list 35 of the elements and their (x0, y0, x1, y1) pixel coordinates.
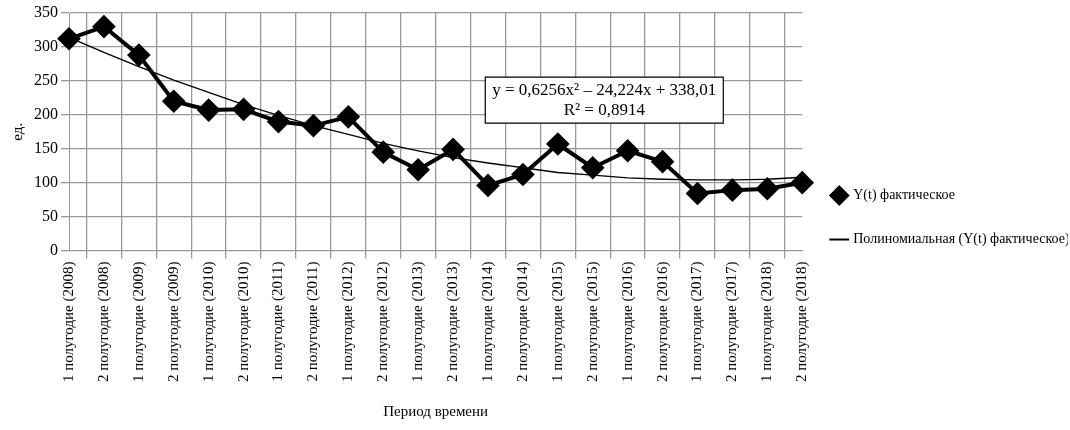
y-tick-label: 200 (34, 105, 58, 122)
y-tick-label: 0 (50, 240, 58, 258)
legend-label: Y(t) фактическое (853, 187, 955, 204)
y-axis-title: ед. (8, 122, 25, 141)
annotation: R² = 0,8914 (563, 99, 646, 119)
y-tick-label: 250 (34, 71, 58, 89)
x-tick-label: 2 полугодие (2011) (304, 261, 322, 382)
x-tick-label: 1 полугодие (2012) (339, 261, 357, 382)
x-axis-title: Период времени (383, 402, 489, 419)
x-tick-label: 2 полугодие (2017) (723, 261, 741, 382)
y-tick-label: 50 (42, 206, 58, 224)
x-tick-label: 2 полугодие (2008) (94, 261, 112, 382)
x-tick-label: 1 полугодие (2011) (269, 261, 287, 382)
x-tick-label: 1 полугодие (2013) (409, 261, 427, 382)
x-tick-label: 1 полугодие (2018) (758, 261, 776, 382)
x-tick-label: 2 полугодие (2018) (793, 261, 811, 382)
x-tick-label: 2 полугодие (2009) (164, 261, 182, 382)
x-tick-label: 1 полугодие (2017) (688, 261, 706, 382)
y-tick-label: 150 (34, 138, 58, 156)
x-tick-label: 1 полугодие (2014) (478, 261, 496, 382)
y-tick-label: 300 (34, 37, 58, 55)
x-tick-label: 2 полугодие (2015) (583, 261, 601, 382)
x-tick-label: 1 полугодие (2008) (59, 261, 77, 382)
y-tick-label: 100 (34, 172, 58, 190)
x-tick-label: 1 полугодие (2016) (618, 261, 636, 382)
annotation: y = 0,6256x² – 24,224x + 338,01 (492, 79, 717, 99)
x-tick-label: 2 полугодие (2014) (513, 261, 531, 382)
x-tick-label: 2 полугодие (2013) (444, 261, 462, 382)
x-tick-label: 1 полугодие (2009) (129, 261, 147, 382)
x-tick-label: 2 полугодие (2010) (234, 261, 252, 382)
x-tick-label: 2 полугодие (2016) (653, 261, 671, 382)
x-tick-label: 2 полугодие (2012) (374, 261, 392, 382)
y-tick-label: 350 (34, 3, 58, 21)
x-tick-label: 1 полугодие (2015) (548, 261, 566, 382)
x-tick-label: 1 полугодие (2010) (199, 261, 217, 382)
